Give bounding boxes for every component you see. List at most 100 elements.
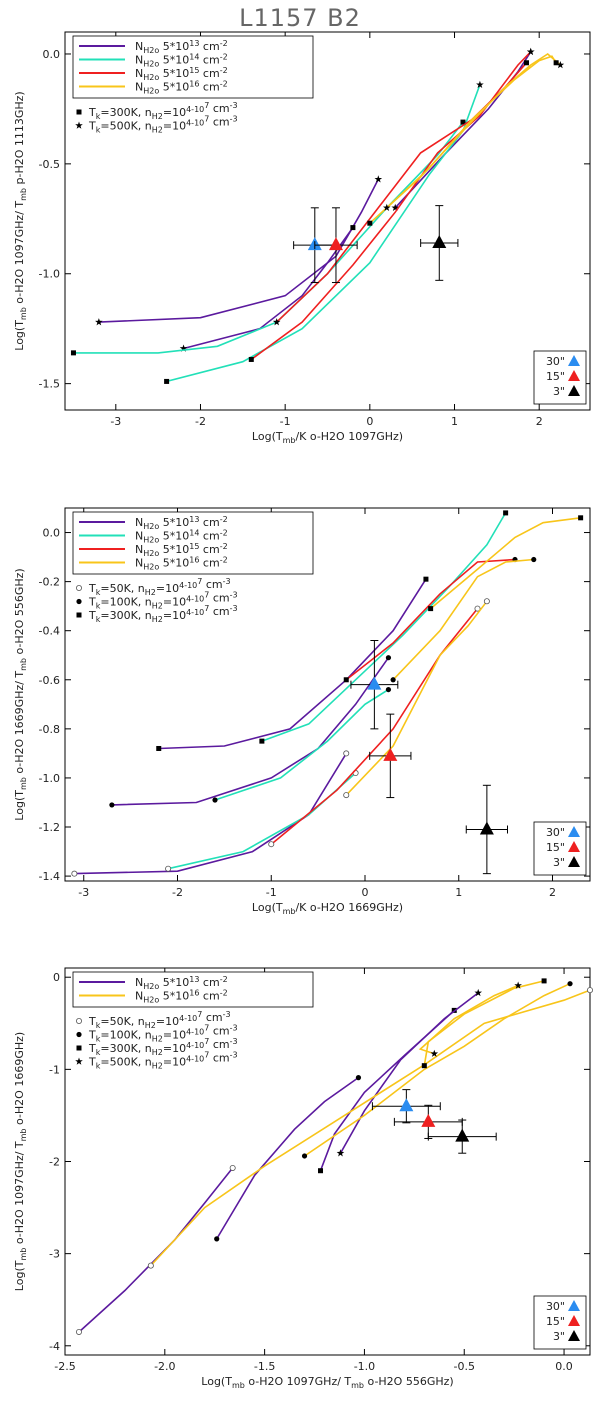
legend-entry: NH2o 5*1016 cm-2 <box>135 80 228 96</box>
x-tick-label: -3 <box>110 415 121 428</box>
series-6 <box>421 978 547 1069</box>
series-line <box>423 980 545 1066</box>
series-start-marker <box>214 1236 220 1242</box>
series-start-marker <box>336 1149 345 1157</box>
observation-legend-label: 15" <box>546 1315 565 1328</box>
series-start-marker <box>156 745 162 751</box>
series-line <box>216 1076 359 1240</box>
observation-triangle <box>399 1098 414 1112</box>
observation-legend-triangle <box>568 826 580 837</box>
observation-legend-label: 3" <box>553 1330 565 1343</box>
series-start-marker <box>95 318 103 326</box>
legend-marker-icon <box>76 1018 83 1025</box>
x-tick-label: 0 <box>366 415 373 428</box>
series-start-marker <box>259 738 265 744</box>
legend-entry: NH2o 5*1013 cm-2 <box>135 39 228 55</box>
x-tick-label: 1 <box>451 415 458 428</box>
series-end-marker <box>526 47 535 56</box>
series-end-marker <box>350 225 356 231</box>
legend-marker-entry: Tk=300K, nH2=104-107 cm-3 <box>88 101 238 121</box>
observation-legend-triangle <box>568 1315 580 1326</box>
x-tick-label: -2 <box>172 886 183 899</box>
series-8 <box>165 770 359 872</box>
series-0 <box>95 175 383 326</box>
observation-legend-triangle <box>568 1300 580 1311</box>
series-start-marker <box>109 802 115 808</box>
series-start-marker <box>164 378 170 384</box>
legend-marker-entry: Tk=500K, nH2=104-107 cm-3 <box>88 115 238 135</box>
series-end-marker <box>374 175 383 183</box>
series-end-marker <box>460 119 466 125</box>
legend-marker-icon <box>76 109 82 115</box>
series-6 <box>212 686 392 803</box>
series-line <box>167 772 357 870</box>
y-tick-label: -2 <box>49 1156 60 1169</box>
series-3 <box>390 556 537 683</box>
x-axis-label: Log(Tmb/K o-H2O 1669GHz) <box>252 901 403 916</box>
series-end-marker <box>514 981 522 989</box>
y-tick-label: -0.8 <box>39 723 60 736</box>
series-start-marker <box>343 792 350 799</box>
y-tick-label: -1.2 <box>39 821 60 834</box>
series-start-marker <box>75 1328 82 1335</box>
x-tick-label: 0.0 <box>555 1360 573 1373</box>
legend-marker-icon <box>76 585 83 592</box>
observation-legend-label: 3" <box>553 385 565 398</box>
series-start-marker <box>212 797 218 803</box>
y-tick-label: 0.0 <box>43 527 61 540</box>
series-line <box>386 55 557 209</box>
legend-entry: NH2o 5*1015 cm-2 <box>135 542 228 558</box>
series-1 <box>259 510 509 744</box>
series-4 <box>428 515 584 612</box>
x-tick-label: -0.5 <box>454 1360 475 1373</box>
observation-triangle <box>479 821 494 835</box>
series-9 <box>268 605 481 848</box>
legend-marker-entry: Tk=300K, nH2=104-107 cm-3 <box>88 604 238 624</box>
observation-legend-label: 30" <box>546 826 565 839</box>
series-end-marker <box>474 605 481 612</box>
series-start-marker <box>391 203 400 212</box>
series-start-marker <box>268 841 275 848</box>
x-tick-label: -1.5 <box>254 1360 275 1373</box>
series-end-marker <box>578 515 584 521</box>
y-tick-label: -4 <box>49 1340 60 1353</box>
series-10 <box>343 598 490 799</box>
observation-triangle <box>421 1113 436 1127</box>
series-line <box>430 517 581 610</box>
legend-marker-entry: Tk=300K, nH2=104-107 cm-3 <box>88 1037 238 1057</box>
series-start-marker <box>367 220 373 226</box>
x-tick-label: 2 <box>549 886 556 899</box>
x-tick-label: -2.5 <box>54 1360 75 1373</box>
series-end-marker <box>567 981 573 987</box>
series-line <box>98 178 380 323</box>
legend-marker-icon <box>75 1057 83 1065</box>
legend-entry: NH2o 5*1013 cm-2 <box>135 515 228 531</box>
series-line <box>214 688 389 801</box>
series-end-marker <box>474 988 483 997</box>
series-end-marker <box>385 686 392 693</box>
series-line <box>270 608 479 845</box>
legend-marker-entry: Tk=500K, nH2=104-107 cm-3 <box>88 1051 238 1071</box>
series-8 <box>382 55 559 212</box>
observation-1 <box>314 207 358 284</box>
legend-marker-icon <box>76 1045 82 1051</box>
x-tick-label: 2 <box>536 415 543 428</box>
series-end-marker <box>476 80 484 88</box>
legend-entry: NH2o 5*1014 cm-2 <box>135 529 228 545</box>
observation-triangle <box>367 676 382 690</box>
y-tick-label: -0.4 <box>39 625 60 638</box>
y-tick-label: -0.5 <box>39 158 60 171</box>
legend-entry: NH2o 5*1016 cm-2 <box>135 556 228 572</box>
series-end-marker <box>423 576 429 582</box>
legend-marker-entry: Tk=50K, nH2=104-107 cm-3 <box>88 1010 231 1030</box>
series-0 <box>75 1164 236 1335</box>
series-start-marker <box>390 677 396 683</box>
series-start-marker <box>318 1168 324 1174</box>
observation-1 <box>369 713 412 799</box>
series-line <box>166 84 481 383</box>
x-tick-label: -1 <box>280 415 291 428</box>
y-tick-label: -0.6 <box>39 674 60 687</box>
series-line <box>392 558 534 681</box>
plot-frame <box>64 507 591 882</box>
series-line <box>111 657 390 806</box>
